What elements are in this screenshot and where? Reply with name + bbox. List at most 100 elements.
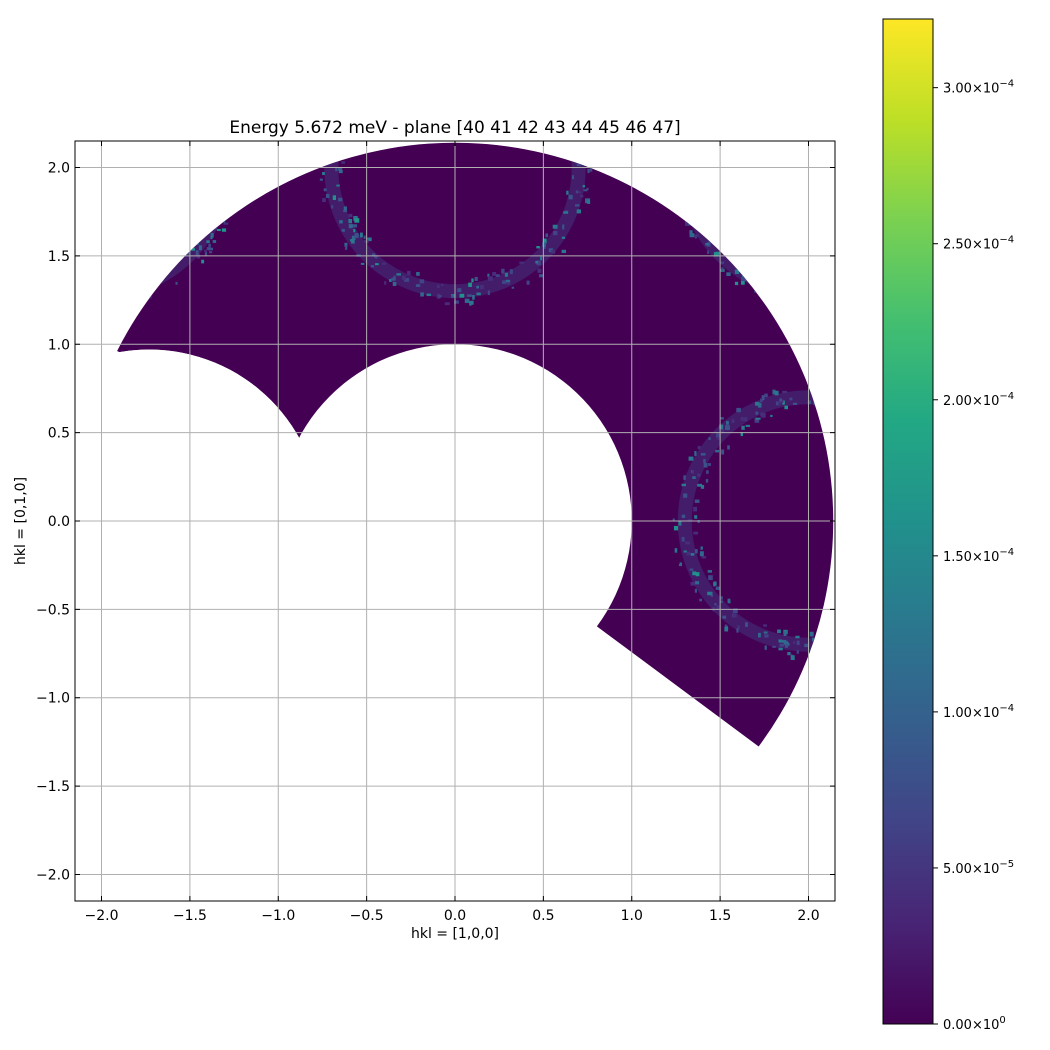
feature-speck (352, 79, 357, 83)
feature-speck (704, 125, 707, 127)
feature-speck (789, 33, 793, 37)
feature-speck (561, 236, 566, 239)
feature-speck (589, 167, 593, 172)
feature-speck (194, 74, 197, 77)
feature-speck (717, 105, 720, 108)
feature-speck (689, 233, 695, 238)
feature-speck (134, 273, 139, 276)
feature-speck (706, 470, 709, 474)
feature-speck (939, 153, 941, 157)
feature-speck (693, 531, 699, 535)
feature-speck (842, 39, 845, 44)
feature-speck (444, 302, 450, 306)
feature-speck (741, 274, 745, 278)
feature-speck (856, 280, 861, 283)
feature-speck (692, 476, 696, 480)
feature-speck (214, 209, 218, 214)
feature-speck (856, 284, 859, 287)
feature-speck (690, 581, 696, 586)
feature-speck (757, 402, 762, 408)
feature-speck (201, 259, 205, 264)
feature-speck (120, 302, 124, 307)
feature-speck (739, 57, 742, 60)
feature-speck (846, 286, 849, 288)
feature-speck (91, 51, 93, 56)
feature-speck (696, 179, 699, 185)
feature-speck (745, 268, 750, 273)
feature-speck (860, 270, 864, 274)
feature-speck (760, 286, 765, 290)
feature-speck (345, 244, 348, 250)
feature-speck (938, 488, 943, 492)
feature-speck (837, 48, 839, 51)
feature-speck (479, 285, 484, 290)
y-tick-label: 1.0 (48, 337, 70, 353)
feature-speck (749, 279, 752, 282)
feature-speck (697, 473, 701, 477)
feature-speck (683, 475, 686, 480)
feature-speck (433, 35, 435, 37)
feature-speck (864, 630, 867, 633)
feature-speck (851, 288, 854, 290)
feature-speck (745, 424, 751, 427)
feature-speck (583, 189, 588, 192)
feature-speck (586, 187, 589, 190)
feature-speck (206, 108, 210, 110)
feature-speck (362, 108, 365, 111)
feature-speck (43, 290, 47, 293)
feature-speck (720, 428, 725, 433)
feature-speck (488, 42, 493, 45)
feature-speck (335, 167, 338, 172)
feature-speck (694, 549, 698, 554)
feature-speck (760, 268, 764, 274)
feature-speck (576, 162, 581, 167)
feature-speck (804, 285, 810, 289)
colorbar-tick-label: 1.50×10−4 (943, 547, 1014, 565)
feature-speck (216, 229, 221, 232)
feature-speck (377, 83, 382, 87)
feature-speck (714, 602, 717, 606)
feature-speck (226, 156, 230, 160)
feature-speck (769, 63, 772, 65)
feature-speck (139, 293, 143, 298)
feature-speck (455, 39, 458, 42)
feature-speck (681, 536, 685, 542)
feature-speck (836, 408, 839, 411)
feature-speck (39, 272, 42, 277)
feature-speck (578, 143, 581, 146)
feature-speck (825, 277, 829, 282)
feature-speck (464, 298, 470, 304)
feature-speck (673, 153, 677, 156)
feature-speck (838, 49, 841, 52)
feature-speck (674, 153, 678, 156)
feature-speck (863, 277, 865, 281)
x-tick-label: 2.0 (797, 908, 819, 924)
feature-speck (553, 230, 558, 236)
feature-speck (467, 294, 472, 297)
feature-speck (391, 277, 396, 281)
feature-speck (748, 57, 751, 62)
feature-speck (149, 55, 153, 58)
feature-speck (210, 236, 213, 240)
feature-speck (98, 49, 100, 53)
feature-speck (724, 250, 728, 255)
feature-speck (722, 615, 727, 619)
feature-speck (586, 147, 591, 151)
feature-speck (688, 152, 692, 156)
feature-speck (809, 631, 814, 637)
feature-speck (424, 55, 429, 59)
feature-speck (721, 449, 725, 455)
feature-speck (351, 238, 355, 244)
feature-speck (778, 639, 782, 643)
feature-speck (0, 94, 2, 97)
feature-speck (807, 400, 812, 405)
feature-speck (138, 48, 141, 50)
feature-speck (582, 162, 587, 166)
feature-speck (574, 145, 578, 148)
feature-speck (875, 615, 877, 617)
feature-speck (745, 50, 749, 53)
feature-speck (199, 225, 204, 229)
feature-speck (799, 43, 804, 47)
feature-speck (755, 401, 760, 406)
